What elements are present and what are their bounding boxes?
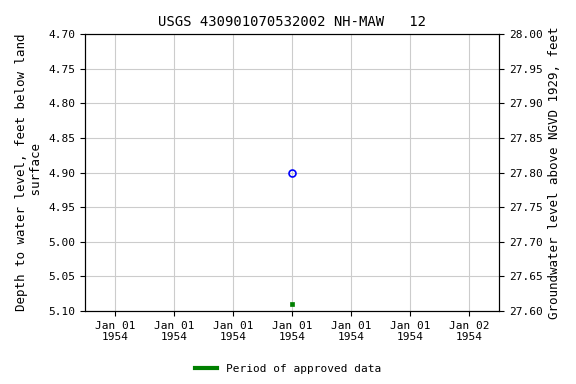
- Title: USGS 430901070532002 NH-MAW   12: USGS 430901070532002 NH-MAW 12: [158, 15, 426, 29]
- Y-axis label: Groundwater level above NGVD 1929, feet: Groundwater level above NGVD 1929, feet: [548, 26, 561, 319]
- Y-axis label: Depth to water level, feet below land
 surface: Depth to water level, feet below land su…: [15, 34, 43, 311]
- Legend: Period of approved data: Period of approved data: [191, 359, 385, 379]
